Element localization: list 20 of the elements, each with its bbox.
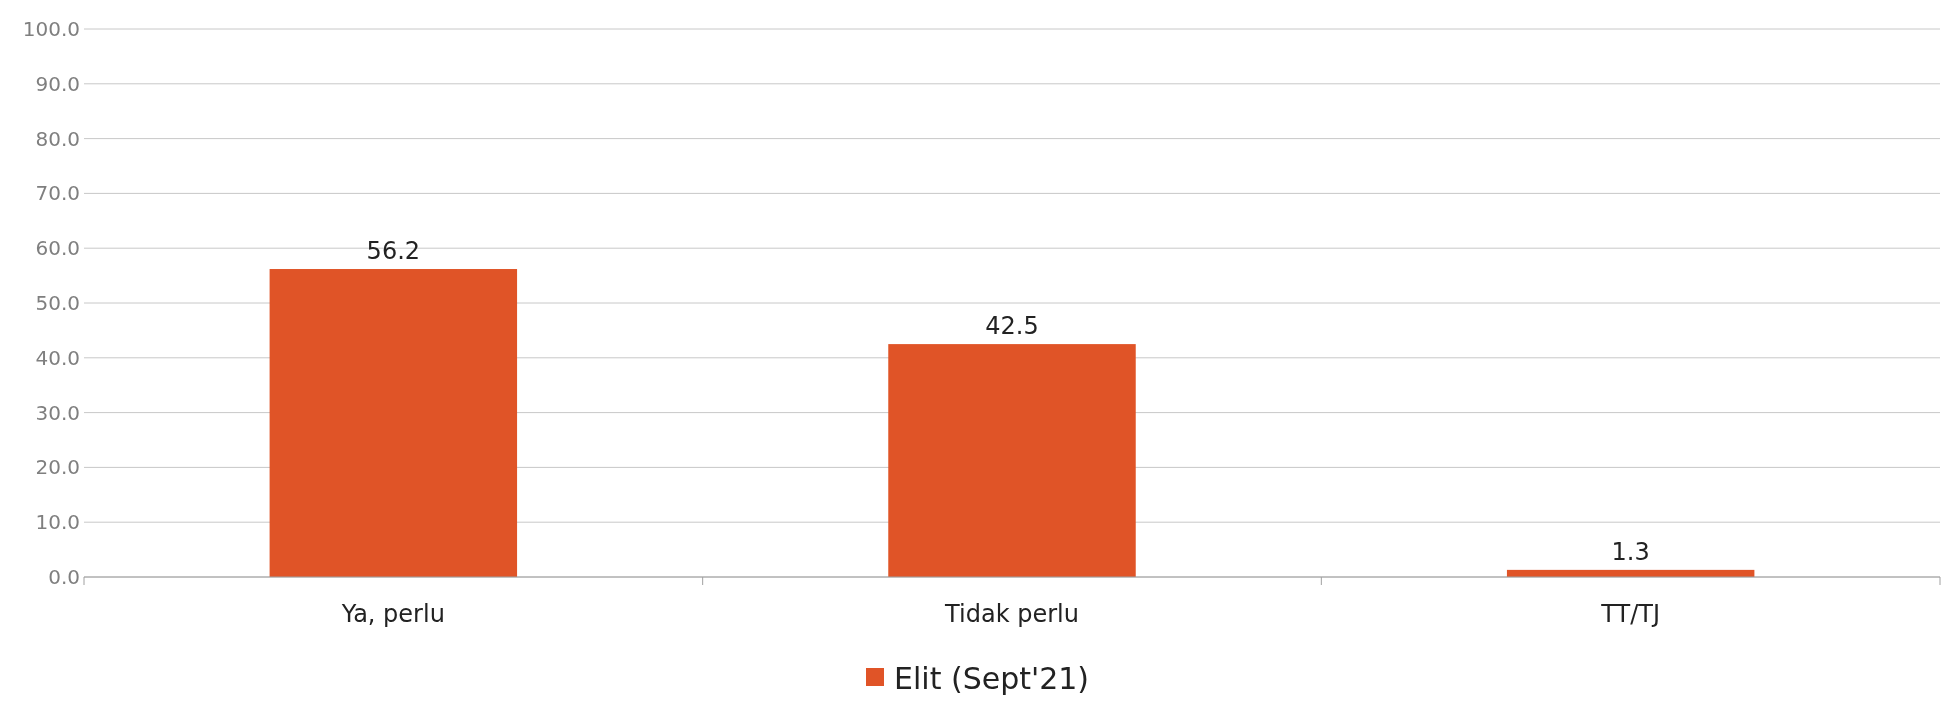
data-label: 42.5: [985, 312, 1039, 341]
y-tick-label: 10.0: [35, 510, 80, 535]
bar: [269, 269, 518, 577]
y-tick-label: 20.0: [35, 455, 80, 480]
y-tick-label: 60.0: [35, 236, 80, 261]
data-label: 56.2: [366, 237, 421, 266]
data-label: 1.3: [1611, 537, 1650, 566]
y-tick-label: 80.0: [35, 126, 80, 151]
bar: [888, 344, 1136, 577]
x-tick-label: Tidak perlu: [944, 600, 1079, 628]
x-tick-label: Ya, perlu: [340, 600, 445, 628]
y-tick-label: 70.0: [35, 181, 80, 206]
y-tick-label: 40.0: [35, 345, 80, 370]
x-tick-label: TT/TJ: [1600, 600, 1661, 628]
y-tick-label: 90.0: [35, 71, 80, 96]
y-tick-label: 0.0: [48, 565, 80, 589]
y-tick-label: 30.0: [35, 400, 80, 425]
legend-label: Elit (Sept'21): [894, 660, 1090, 696]
y-tick-label: 50.0: [35, 291, 80, 315]
y-tick-label: 100.0: [22, 17, 80, 41]
